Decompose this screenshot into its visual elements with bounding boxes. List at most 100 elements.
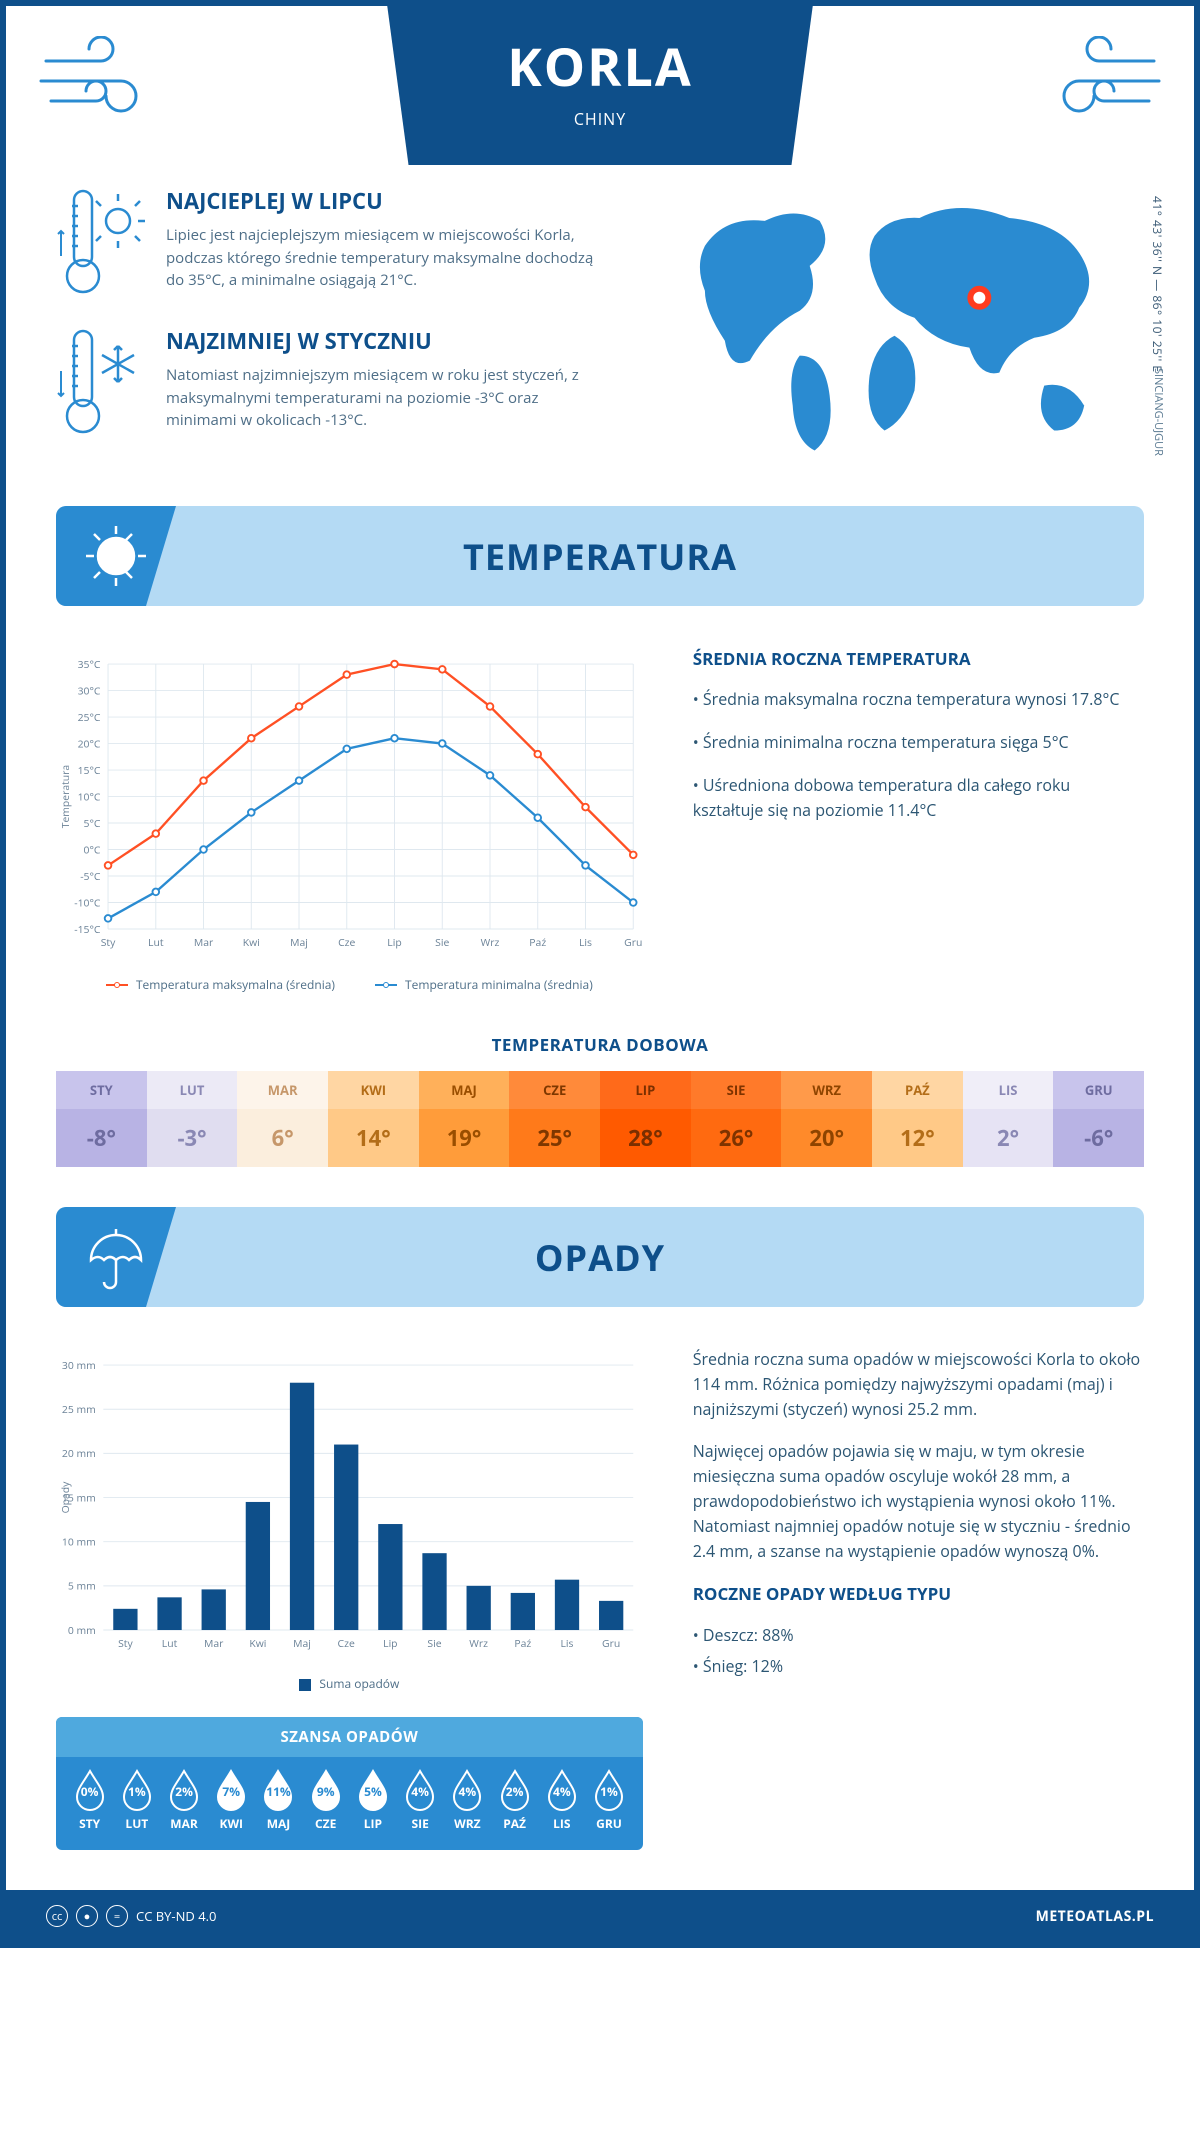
rain-chance-title: SZANSA OPADÓW bbox=[56, 1717, 643, 1757]
brand: METEOATLAS.PL bbox=[1036, 1907, 1154, 1926]
footer: cc ● = CC BY-ND 4.0 METEOATLAS.PL bbox=[6, 1890, 1194, 1942]
svg-text:0°C: 0°C bbox=[84, 843, 101, 857]
rain-legend-label: Suma opadów bbox=[319, 1675, 399, 1692]
nd-icon: = bbox=[106, 1905, 128, 1927]
raindrop-icon: 5% bbox=[356, 1769, 390, 1811]
svg-text:Wrz: Wrz bbox=[469, 1637, 488, 1651]
fact-warm-title: NAJCIEPLEJ W LIPCU bbox=[166, 186, 605, 216]
daily-temp-cell: LIS 2° bbox=[963, 1071, 1054, 1167]
svg-text:Lip: Lip bbox=[387, 936, 401, 950]
daily-temp-strip: STY -8°LUT -3°MAR 6°KWI 14°MAJ 19°CZE 25… bbox=[56, 1071, 1144, 1167]
fact-cold-title: NAJZIMNIEJ W STYCZNIU bbox=[166, 326, 605, 356]
daily-temp-cell: GRU -6° bbox=[1053, 1071, 1144, 1167]
umbrella-icon bbox=[56, 1207, 176, 1307]
temperature-chart-legend: Temperatura maksymalna (średnia) Tempera… bbox=[56, 976, 643, 993]
rain-type-title: ROCZNE OPADY WEDŁUG TYPU bbox=[693, 1581, 1144, 1607]
rain-chance-cell: 4% WRZ bbox=[444, 1769, 491, 1832]
svg-text:Lis: Lis bbox=[579, 936, 592, 950]
svg-text:Cze: Cze bbox=[338, 1637, 355, 1651]
svg-text:25 mm: 25 mm bbox=[62, 1403, 96, 1417]
country-name: CHINY bbox=[507, 108, 693, 130]
svg-text:Opady: Opady bbox=[59, 1481, 73, 1514]
wind-deco-left-icon bbox=[36, 36, 156, 126]
rain-chance-box: SZANSA OPADÓW 0% STY 1% LUT 2% MAR 7% KW… bbox=[56, 1717, 643, 1850]
daily-temp-cell: CZE 25° bbox=[509, 1071, 600, 1167]
fact-warmest: NAJCIEPLEJ W LIPCU Lipiec jest najcieple… bbox=[56, 186, 605, 296]
rain-summary-p2: Najwięcej opadów pojawia się w maju, w t… bbox=[693, 1439, 1144, 1563]
svg-text:Wrz: Wrz bbox=[481, 936, 500, 950]
raindrop-icon: 1% bbox=[120, 1769, 154, 1811]
svg-text:Temperatura: Temperatura bbox=[59, 765, 73, 829]
svg-text:10 mm: 10 mm bbox=[62, 1535, 96, 1549]
daily-temp-cell: MAJ 19° bbox=[419, 1071, 510, 1167]
world-map: 41° 43' 36'' N — 86° 10' 25'' E SINCIANG… bbox=[645, 186, 1144, 466]
precipitation-chart-legend: Suma opadów bbox=[56, 1675, 643, 1692]
svg-text:Lut: Lut bbox=[148, 936, 164, 950]
svg-text:30 mm: 30 mm bbox=[62, 1359, 96, 1373]
fact-cold-text: Natomiast najzimniejszym miesiącem w rok… bbox=[166, 364, 605, 432]
license: cc ● = CC BY-ND 4.0 bbox=[46, 1905, 216, 1927]
fact-warm-text: Lipiec jest najcieplejszym miesiącem w m… bbox=[166, 224, 605, 292]
rain-chance-cell: 11% MAJ bbox=[255, 1769, 302, 1832]
svg-text:Kwi: Kwi bbox=[243, 936, 260, 950]
daily-temp-cell: KWI 14° bbox=[328, 1071, 419, 1167]
svg-text:Mar: Mar bbox=[204, 1637, 224, 1651]
precipitation-bar-chart: 0 mm5 mm10 mm15 mm20 mm25 mm30 mmOpadySt… bbox=[56, 1347, 643, 1667]
svg-text:Sie: Sie bbox=[427, 1637, 441, 1651]
temp-summary-title: ŚREDNIA ROCZNA TEMPERATURA bbox=[693, 646, 1144, 672]
map-marker-icon bbox=[970, 289, 988, 307]
svg-text:Gru: Gru bbox=[624, 936, 642, 950]
daily-temp-cell: MAR 6° bbox=[237, 1071, 328, 1167]
svg-text:-5°C: -5°C bbox=[80, 870, 101, 884]
sun-icon bbox=[56, 506, 176, 606]
raindrop-icon: 11% bbox=[261, 1769, 295, 1811]
svg-text:Sie: Sie bbox=[435, 936, 449, 950]
header: KORLA CHINY bbox=[6, 6, 1194, 186]
temperature-summary: ŚREDNIA ROCZNA TEMPERATURA • Średnia mak… bbox=[693, 646, 1144, 993]
wind-deco-right-icon bbox=[1044, 36, 1164, 126]
city-name: KORLA bbox=[507, 31, 693, 102]
svg-text:Maj: Maj bbox=[290, 936, 308, 950]
svg-text:0 mm: 0 mm bbox=[68, 1624, 96, 1638]
svg-text:20 mm: 20 mm bbox=[62, 1447, 96, 1461]
svg-text:Paź: Paź bbox=[514, 1637, 531, 1651]
svg-text:-10°C: -10°C bbox=[74, 896, 101, 910]
precipitation-title: OPADY bbox=[535, 1233, 665, 1282]
raindrop-icon: 9% bbox=[309, 1769, 343, 1811]
temperature-line-chart: -15°C-10°C-5°C0°C5°C10°C15°C20°C25°C30°C… bbox=[56, 646, 643, 966]
rain-type-item: • Śnieg: 12% bbox=[693, 1654, 1144, 1679]
daily-temp-cell: LUT -3° bbox=[147, 1071, 238, 1167]
svg-text:Kwi: Kwi bbox=[249, 1637, 266, 1651]
rain-chance-cell: 5% LIP bbox=[349, 1769, 396, 1832]
svg-text:10°C: 10°C bbox=[78, 790, 101, 804]
temperature-title: TEMPERATURA bbox=[463, 532, 737, 581]
temp-summary-bullet: • Średnia minimalna roczna temperatura s… bbox=[693, 730, 1144, 755]
coordinates-label: 41° 43' 36'' N — 86° 10' 25'' E bbox=[1149, 196, 1166, 373]
svg-text:5 mm: 5 mm bbox=[68, 1580, 96, 1594]
rain-chance-cell: 1% GRU bbox=[585, 1769, 632, 1832]
svg-text:Gru: Gru bbox=[602, 1637, 620, 1651]
raindrop-icon: 2% bbox=[167, 1769, 201, 1811]
raindrop-icon: 4% bbox=[545, 1769, 579, 1811]
svg-text:30°C: 30°C bbox=[78, 684, 101, 698]
svg-text:Sty: Sty bbox=[118, 1637, 133, 1651]
rain-type-item: • Deszcz: 88% bbox=[693, 1623, 1144, 1648]
thermometer-cold-icon bbox=[56, 326, 146, 436]
daily-temp-cell: WRZ 20° bbox=[781, 1071, 872, 1167]
raindrop-icon: 0% bbox=[73, 1769, 107, 1811]
legend-max-label: Temperatura maksymalna (średnia) bbox=[136, 976, 335, 993]
raindrop-icon: 4% bbox=[450, 1769, 484, 1811]
raindrop-icon: 4% bbox=[403, 1769, 437, 1811]
precipitation-section-banner: OPADY bbox=[56, 1207, 1144, 1307]
rain-chance-cell: 2% PAŹ bbox=[491, 1769, 538, 1832]
svg-text:Sty: Sty bbox=[101, 936, 116, 950]
rain-chance-cell: 9% CZE bbox=[302, 1769, 349, 1832]
thermometer-hot-icon bbox=[56, 186, 146, 296]
svg-text:35°C: 35°C bbox=[78, 658, 101, 672]
temp-summary-bullet: • Średnia maksymalna roczna temperatura … bbox=[693, 687, 1144, 712]
raindrop-icon: 7% bbox=[214, 1769, 248, 1811]
daily-temp-cell: PAŹ 12° bbox=[872, 1071, 963, 1167]
temp-summary-bullet: • Uśredniona dobowa temperatura dla całe… bbox=[693, 773, 1144, 823]
region-label: SINCIANG-UJGUR bbox=[1151, 368, 1166, 456]
precipitation-summary: Średnia roczna suma opadów w miejscowośc… bbox=[693, 1347, 1144, 1850]
